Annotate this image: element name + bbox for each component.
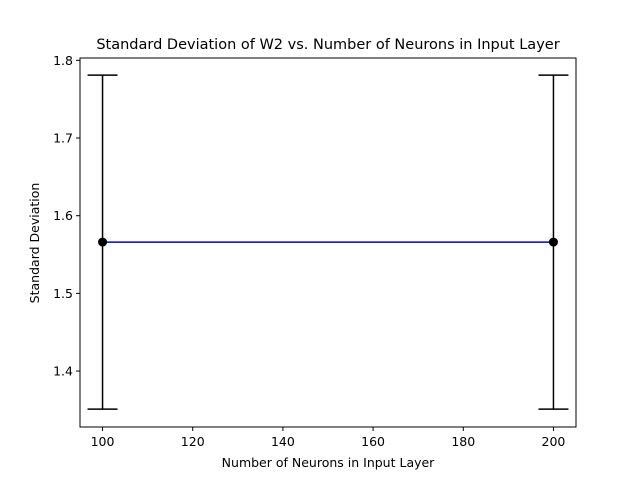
x-axis-label: Number of Neurons in Input Layer [222,455,436,470]
data-point [98,237,108,247]
chart-title: Standard Deviation of W2 vs. Number of N… [96,37,559,53]
x-tick-label: 100 [91,434,115,449]
x-tick-label: 180 [451,434,475,449]
data-point [548,237,558,247]
y-tick-label: 1.7 [53,131,73,146]
x-tick-label: 120 [181,434,205,449]
y-tick-label: 1.8 [53,53,73,68]
y-tick-label: 1.6 [53,208,73,223]
data-layer [87,74,569,410]
y-tick-label: 1.4 [53,364,73,379]
y-tick-label: 1.5 [53,286,73,301]
plot-area: 100 120 140 160 180 200 1.4 1.5 1.6 1.7 1.8 [53,53,577,449]
y-axis-label: Standard Deviation [27,183,42,304]
x-tick-label: 200 [542,434,566,449]
x-axis-ticks: 100 120 140 160 180 200 [91,427,566,449]
x-tick-label: 140 [271,434,295,449]
y-axis-ticks: 1.4 1.5 1.6 1.7 1.8 [53,53,80,379]
x-tick-label: 160 [361,434,385,449]
